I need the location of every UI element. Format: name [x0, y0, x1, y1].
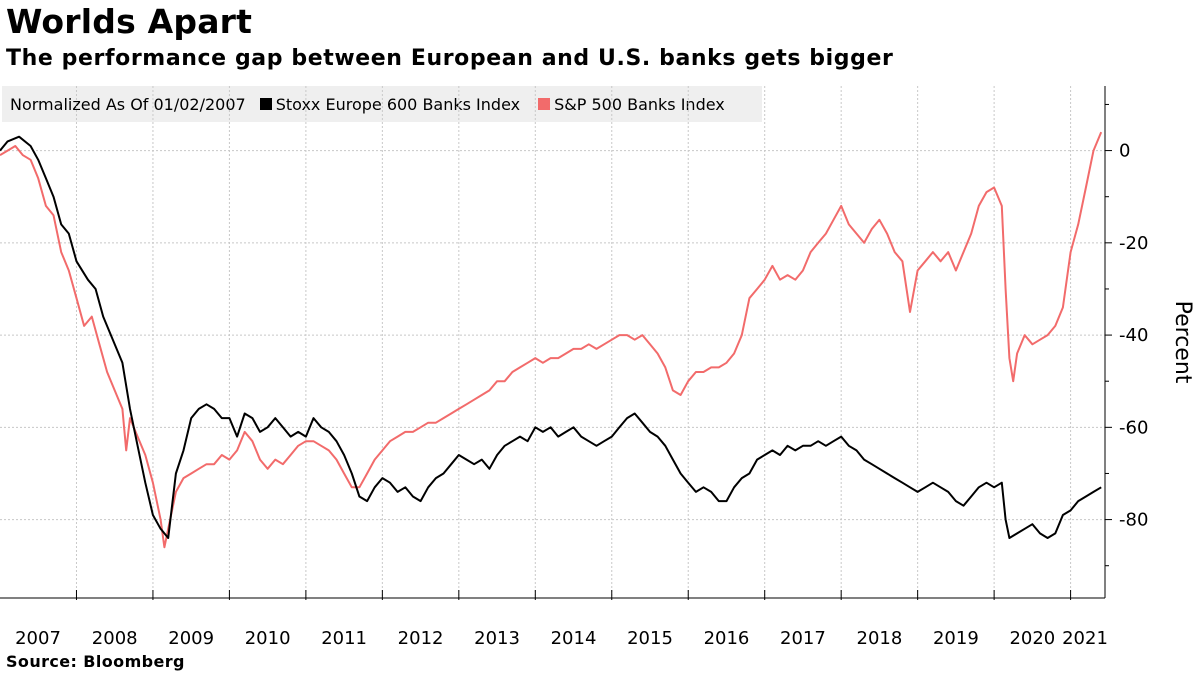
- legend-note: Normalized As Of 01/02/2007: [10, 94, 246, 114]
- x-tick-label: 2014: [551, 628, 597, 649]
- y-tick-label: 0: [1119, 141, 1130, 162]
- series-line-sp500-banks: [0, 131, 1103, 549]
- x-tick-label: 2008: [92, 628, 138, 649]
- legend-swatch-sp500: [538, 98, 551, 110]
- x-tick-label: 2011: [321, 628, 367, 649]
- x-tick-label: 2013: [474, 628, 520, 649]
- x-tick-label: 2020: [1009, 628, 1055, 649]
- y-tick-label: -60: [1119, 417, 1148, 438]
- legend-item-sp500: S&P 500 Banks Index: [538, 95, 725, 114]
- source-note: Source: Bloomberg: [6, 652, 185, 671]
- legend: Normalized As Of 01/02/2007 Stoxx Europe…: [2, 86, 762, 122]
- y-tick-label: -80: [1119, 510, 1148, 531]
- x-tick-label: 2019: [933, 628, 979, 649]
- y-tick-label: -40: [1119, 325, 1148, 346]
- x-tick-label: 2016: [704, 628, 750, 649]
- x-tick-label: 2017: [780, 628, 826, 649]
- x-tick-label: 2007: [15, 628, 61, 649]
- x-tick-label: 2012: [398, 628, 444, 649]
- legend-swatch-stoxx: [259, 98, 272, 110]
- chart-subtitle: The performance gap between European and…: [6, 46, 894, 71]
- x-tick-label: 2009: [168, 628, 214, 649]
- x-tick-label: 2021: [1062, 628, 1108, 649]
- legend-label-sp500: S&P 500 Banks Index: [554, 94, 725, 114]
- x-tick-label: 2010: [245, 628, 291, 649]
- chart-title: Worlds Apart: [6, 2, 253, 41]
- series-line-stoxx-europe-600-banks: [0, 135, 1102, 539]
- y-tick-label: -20: [1119, 233, 1148, 254]
- x-tick-label: 2015: [627, 628, 673, 649]
- y-axis-label: Percent: [1170, 301, 1195, 384]
- x-tick-label: 2018: [857, 628, 903, 649]
